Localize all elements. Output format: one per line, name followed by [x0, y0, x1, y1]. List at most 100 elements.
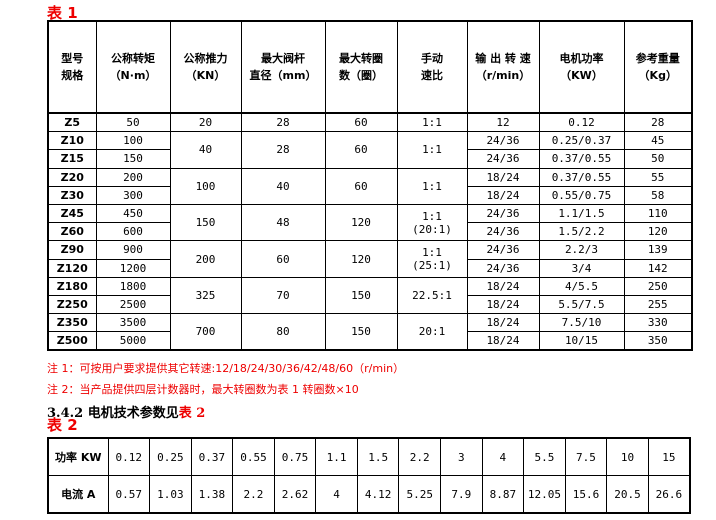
power-cell: 7.5 — [564, 437, 608, 476]
power-cell: 0.12 — [538, 112, 625, 133]
header-line: 公称转矩 — [111, 52, 155, 65]
current-cell: 2.62 — [273, 475, 317, 514]
stem-cell: 28 — [240, 131, 326, 169]
ratio-line: (25:1) — [412, 259, 452, 272]
table-row: Z90 900 200 60 120 1:1 (25:1) 24/36 2.2/3 139 — [47, 240, 693, 278]
ratio-cell: 1:1 (25:1) — [396, 240, 468, 278]
header-line: （KN） — [185, 69, 226, 82]
ratio-line: 1:1 — [422, 143, 442, 157]
speed-cell: 18/24 — [466, 167, 540, 187]
model-cell: Z5 — [47, 112, 97, 133]
header-cell: 输 出 转 速 （r/min） — [466, 20, 540, 114]
model-cell: Z45 — [47, 203, 97, 224]
weight-cell: 110 — [623, 203, 693, 224]
table-row: Z350 3500 700 80 150 20:1 18/24 7.5/10 330 — [47, 313, 693, 351]
model-cell: Z15 — [47, 149, 97, 169]
table-row: Z60 600 24/36 1.5/2.2 120 — [47, 222, 693, 242]
speed-cell: 24/36 — [466, 131, 540, 151]
power-label: 功率 KW — [47, 437, 109, 476]
power-cell: 1.1/1.5 — [538, 203, 625, 224]
thrust-cell: 20 — [169, 112, 242, 133]
header-cell: 参考重量 （Kg） — [623, 20, 693, 114]
current-cell: 26.6 — [647, 475, 691, 514]
header-line: 直径（mm） — [249, 69, 317, 82]
header-cell: 手动 速比 — [396, 20, 468, 114]
power-cell: 1.5 — [356, 437, 400, 476]
power-cell: 4/5.5 — [538, 276, 625, 296]
current-cell: 5.25 — [398, 475, 441, 514]
current-cell: 4 — [315, 475, 358, 514]
current-cell: 0.57 — [107, 475, 151, 514]
weight-cell: 55 — [623, 167, 693, 187]
turns-cell: 150 — [324, 276, 398, 315]
header-line: 公称推力 — [183, 52, 228, 65]
speed-cell: 18/24 — [466, 276, 540, 296]
thrust-cell: 150 — [169, 203, 242, 242]
header-line: 数（圈） — [339, 69, 383, 82]
current-cell: 20.5 — [606, 475, 649, 514]
current-cell: 7.9 — [440, 475, 483, 514]
ratio-cell: 20:1 — [396, 313, 468, 351]
weight-cell: 350 — [623, 331, 693, 351]
turns-cell: 120 — [324, 203, 398, 242]
speed-cell: 12 — [466, 112, 540, 133]
table-row: Z20 200 100 40 60 1:1 18/24 0.37/0.55 55 — [47, 167, 693, 205]
weight-cell: 255 — [623, 294, 693, 315]
power-cell: 2.2 — [398, 437, 441, 476]
ratio-line: 1:1 — [422, 209, 442, 223]
header-line: 参考重量 — [635, 52, 680, 65]
power-cell: 5.5/7.5 — [538, 294, 625, 315]
header-cell: 最大阀杆 直径（mm） — [240, 20, 326, 114]
current-cell: 8.87 — [481, 475, 525, 514]
thrust-cell: 325 — [169, 276, 242, 315]
model-cell: Z250 — [47, 294, 97, 315]
table-row: Z45 450 150 48 120 1:1 (20:1) 24/36 1.1/1.5 110 — [47, 203, 693, 242]
note-2: 注 2：当产品提供四层计数器时，最大转圈数为表 1 转圈数×10 — [47, 383, 359, 396]
weight-cell: 330 — [623, 313, 693, 333]
speed-cell: 18/24 — [466, 331, 540, 351]
power-cell: 10 — [606, 437, 649, 476]
thrust-cell: 700 — [169, 313, 242, 351]
power-cell: 7.5/10 — [538, 313, 625, 333]
power-cell: 2.2/3 — [538, 240, 625, 260]
header-line: 电机功率 — [559, 52, 604, 65]
weight-cell: 50 — [623, 149, 693, 169]
table-row: Z15 150 24/36 0.37/0.55 50 — [47, 149, 693, 169]
model-cell: Z90 — [47, 240, 97, 260]
power-cell: 15 — [647, 437, 691, 476]
current-cell: 4.12 — [356, 475, 400, 514]
spec-table: 型号 规格 公称转矩 （N·m） 公称推力 （KN） 最大阀杆 直径（mm） 最大转圈 数（圈）手… — [47, 20, 693, 352]
model-cell: Z10 — [47, 131, 97, 151]
header-cell: 型号 规格 — [47, 20, 97, 114]
ratio-line: 20:1 — [418, 325, 446, 339]
stem-cell: 70 — [240, 276, 326, 315]
weight-cell: 120 — [623, 222, 693, 242]
power-cell: 0.25/0.37 — [538, 131, 625, 151]
header-cell: 最大转圈 数（圈） — [324, 20, 398, 114]
torque-cell: 1200 — [95, 258, 171, 278]
stem-cell: 48 — [240, 203, 326, 242]
model-cell: Z120 — [47, 258, 97, 278]
torque-cell: 100 — [95, 131, 171, 151]
header-cell: 公称转矩 （N·m） — [95, 20, 171, 114]
thrust-cell: 40 — [169, 131, 242, 169]
ratio-cell: 22.5:1 — [396, 276, 468, 315]
torque-cell: 1800 — [95, 276, 171, 296]
weight-cell: 250 — [623, 276, 693, 296]
table-row: Z120 1200 24/36 3/4 142 — [47, 258, 693, 278]
model-cell: Z60 — [47, 222, 97, 242]
power-cell: 0.12 — [107, 437, 151, 476]
model-cell: Z350 — [47, 313, 97, 333]
ratio-line: 1:1 — [422, 116, 442, 130]
ratio-line: (20:1) — [412, 222, 452, 236]
power-cell: 10/15 — [538, 331, 625, 351]
current-cell: 15.6 — [564, 475, 608, 514]
current-cell: 2.2 — [232, 475, 275, 514]
speed-cell: 18/24 — [466, 185, 540, 205]
table-row: Z180 1800 325 70 150 22.5:1 18/24 4/5.5 250 — [47, 276, 693, 315]
table-row: Z5 50 20 28 60 1:1 12 0.12 28 — [47, 112, 693, 133]
header-line: （r/min） — [475, 69, 531, 82]
turns-cell: 60 — [324, 131, 398, 169]
torque-cell: 300 — [95, 185, 171, 205]
torque-cell: 50 — [95, 112, 171, 133]
